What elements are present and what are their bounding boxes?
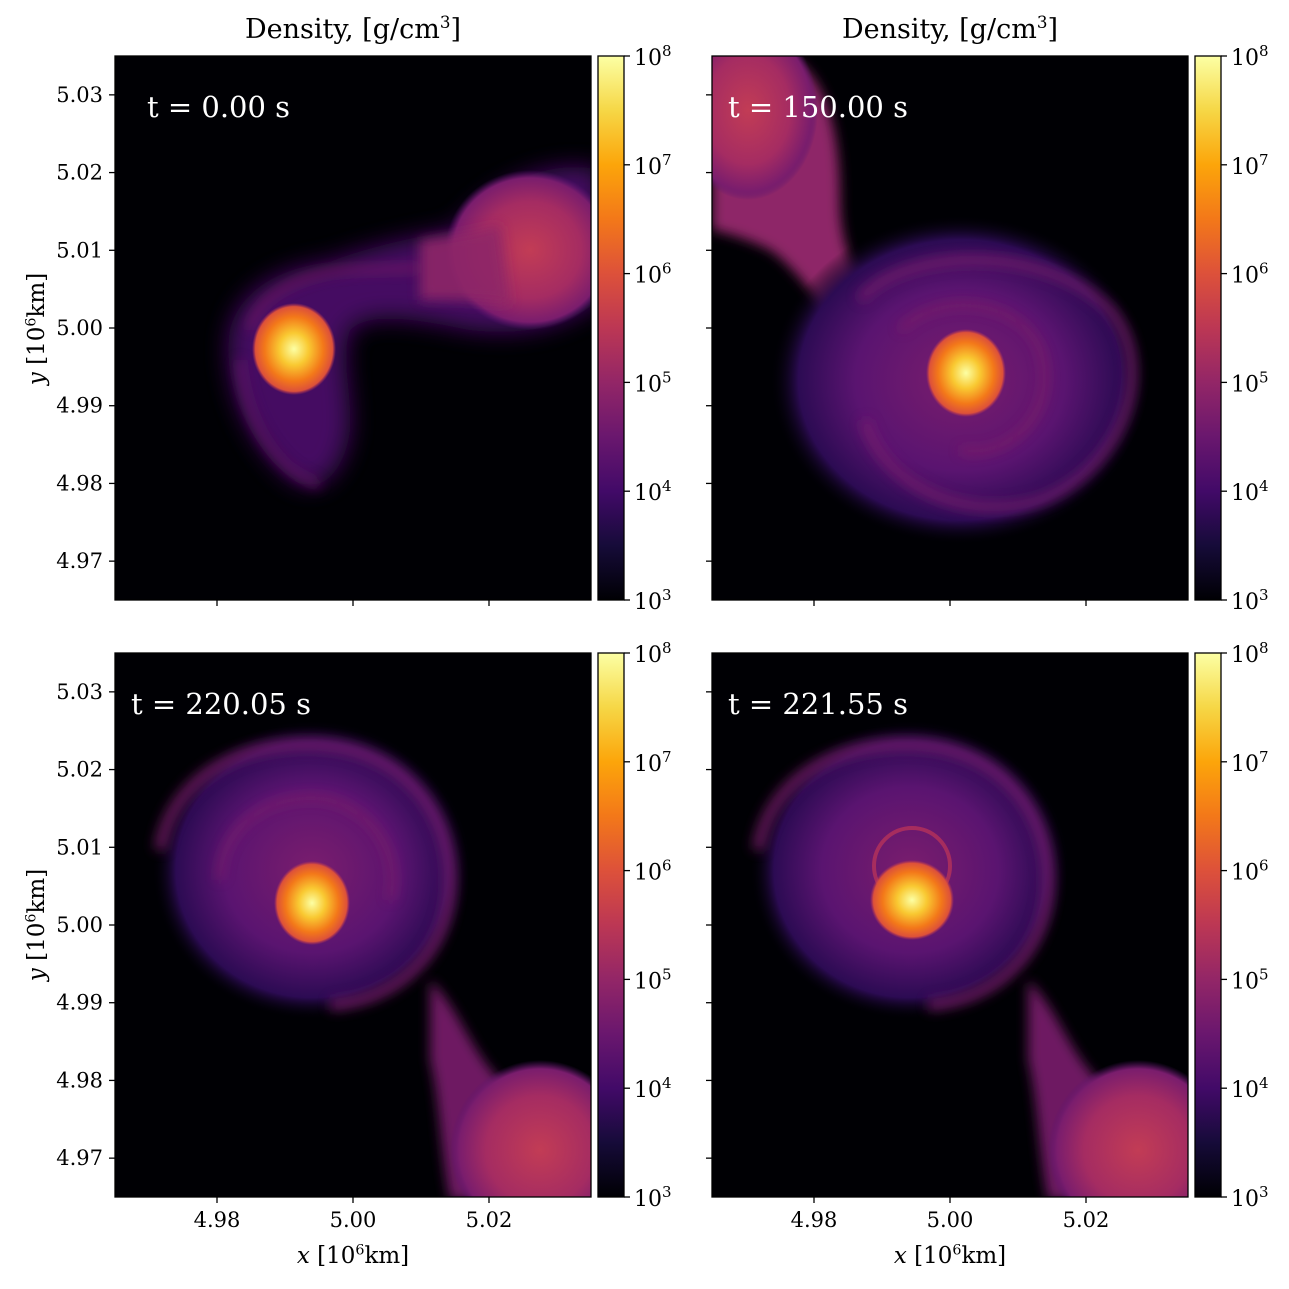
colorbar-label-3-3: 105 xyxy=(634,965,672,994)
heatmap-panel-4: t = 221.55 s xyxy=(712,653,1188,1197)
y-tick-label-3-4: 4.99 xyxy=(56,991,103,1015)
colorbar-label-3-5: 103 xyxy=(634,1183,672,1212)
colorbar-label-1-4: 104 xyxy=(634,477,672,506)
y-tick-label-3-6: 4.97 xyxy=(56,1146,103,1170)
x-tick-label-3-2: 5.02 xyxy=(466,1208,513,1232)
colorbar-label-1-2: 106 xyxy=(634,260,672,289)
colorbar-label-2-5: 103 xyxy=(1231,586,1269,615)
panel-title-left: Density, [g/cm3] xyxy=(244,11,462,45)
x-tick-label-4-1: 5.00 xyxy=(927,1208,974,1232)
y-tick-label-1-2: 5.01 xyxy=(56,238,103,262)
colorbar-label-2-0: 108 xyxy=(1231,42,1269,71)
x-tick-label-4-2: 5.02 xyxy=(1063,1208,1110,1232)
y-tick-label-1-3: 5.00 xyxy=(56,316,103,340)
colorbar-label-4-4: 104 xyxy=(1231,1074,1269,1103)
colorbar-2 xyxy=(1194,55,1222,601)
y-tick-label-3-2: 5.01 xyxy=(56,835,103,859)
time-label-1: t = 0.00 s xyxy=(147,90,290,124)
heatmap-panel-1: t = 0.00 s xyxy=(115,56,591,600)
y-tick-label-1-0: 5.03 xyxy=(56,83,103,107)
colorbar-label-4-0: 108 xyxy=(1231,639,1269,668)
axes-layer: 5.03 5.02 5.01 5.00 4.99 4.98 4.97 108 107 106 105… xyxy=(56,42,1268,1232)
x-tick-label-3-1: 5.00 xyxy=(330,1208,377,1232)
y-tick-label-1-4: 4.99 xyxy=(56,394,103,418)
colorbar-label-1-0: 108 xyxy=(634,42,672,71)
time-label-3: t = 220.05 s xyxy=(131,687,311,721)
colorbar-label-1-1: 107 xyxy=(634,151,672,180)
colorbar-4 xyxy=(1194,652,1222,1198)
colorbar-1 xyxy=(597,55,625,601)
colorbar-label-2-1: 107 xyxy=(1231,151,1269,180)
colorbar-label-3-4: 104 xyxy=(634,1074,672,1103)
x-tick-label-3-0: 4.98 xyxy=(194,1208,241,1232)
colorbar-label-4-2: 106 xyxy=(1231,857,1269,886)
colorbar-label-3-2: 106 xyxy=(634,857,672,886)
colorbar-label-2-3: 105 xyxy=(1231,368,1269,397)
y-tick-label-1-5: 4.98 xyxy=(56,471,103,495)
y-tick-label-1-1: 5.02 xyxy=(56,161,103,185)
x-tick-label-4-0: 4.98 xyxy=(791,1208,838,1232)
colorbar-label-3-1: 107 xyxy=(634,748,672,777)
heatmap-panel-2: t = 150.00 s xyxy=(712,56,1188,600)
y-tick-label-1-6: 4.97 xyxy=(56,549,103,573)
y-tick-label-3-0: 5.03 xyxy=(56,680,103,704)
colorbar-3 xyxy=(597,652,625,1198)
colorbar-label-1-5: 103 xyxy=(634,586,672,615)
colorbar-label-4-3: 105 xyxy=(1231,965,1269,994)
y-tick-label-3-1: 5.02 xyxy=(56,758,103,782)
colorbar-label-2-4: 104 xyxy=(1231,477,1269,506)
heatmap-panel-3: t = 220.05 s xyxy=(115,653,591,1197)
colorbar-label-4-5: 103 xyxy=(1231,1183,1269,1212)
time-label-2: t = 150.00 s xyxy=(728,90,908,124)
colorbar-label-3-0: 108 xyxy=(634,639,672,668)
x-axis-label-left: x [106km] xyxy=(296,1242,410,1269)
colorbar-label-1-3: 105 xyxy=(634,368,672,397)
panel-title-right: Density, [g/cm3] xyxy=(841,11,1059,45)
y-tick-label-3-3: 5.00 xyxy=(56,913,103,937)
x-axis-label-right: x [106km] xyxy=(893,1242,1007,1269)
time-label-4: t = 221.55 s xyxy=(728,687,908,721)
colorbar-label-2-2: 106 xyxy=(1231,260,1269,289)
y-tick-label-3-5: 4.98 xyxy=(56,1068,103,1092)
colorbar-label-4-1: 107 xyxy=(1231,748,1269,777)
